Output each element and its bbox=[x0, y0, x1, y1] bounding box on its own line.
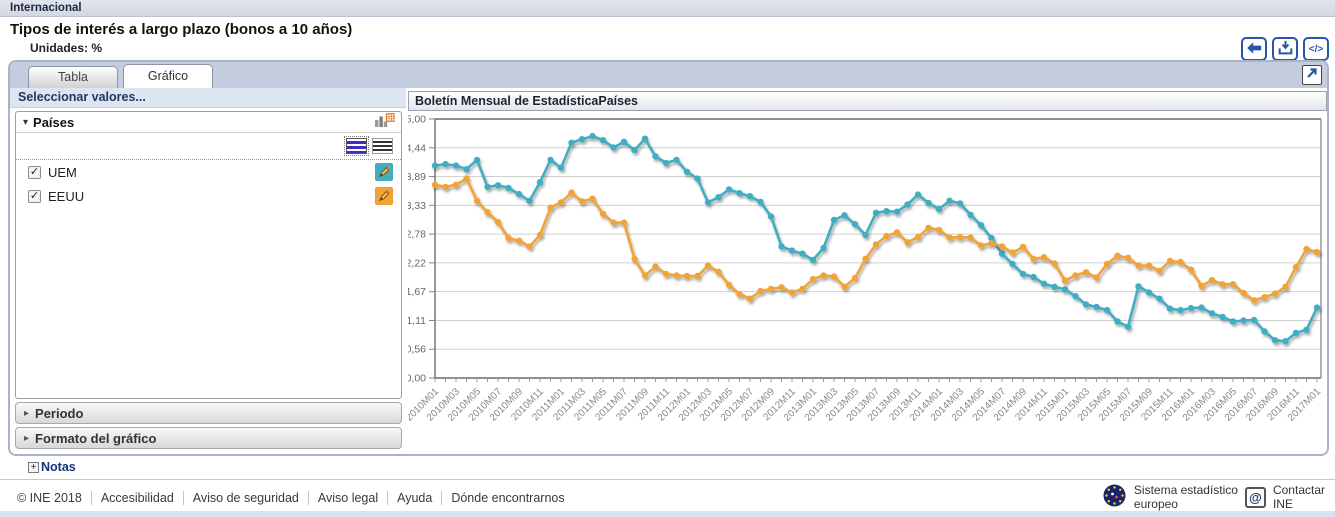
toolbar: </> bbox=[1241, 37, 1329, 61]
download-button[interactable] bbox=[1272, 37, 1298, 61]
tab-strip: Tabla Gráfico bbox=[10, 62, 1327, 88]
plus-expand-icon[interactable]: + bbox=[28, 461, 39, 473]
y-axis-tick-label: 1,67 bbox=[408, 286, 426, 298]
bottom-strip bbox=[0, 511, 1335, 517]
y-axis-tick-label: 3,33 bbox=[408, 200, 426, 212]
main-frame: Tabla Gráfico Seleccionar valores... ▾ P… bbox=[8, 60, 1329, 456]
series-eeuu bbox=[431, 175, 1321, 304]
contact-label[interactable]: Contactar INE bbox=[1272, 483, 1325, 511]
back-button[interactable] bbox=[1241, 37, 1267, 61]
section-paises: ▾ Países bbox=[15, 111, 402, 399]
back-icon bbox=[1246, 41, 1262, 58]
section-formato-label: Formato del gráfico bbox=[35, 430, 157, 446]
footer-right: Sistema estadístico europeo @ Contactar … bbox=[1102, 483, 1325, 513]
caret-right-icon: ▸ bbox=[24, 407, 30, 419]
units-label: Unidades: % bbox=[30, 41, 103, 55]
y-axis-tick-label: 2,22 bbox=[408, 257, 426, 269]
expand-button[interactable] bbox=[1302, 65, 1322, 85]
footer-link[interactable]: Ayuda bbox=[388, 490, 443, 505]
section-periodo-label: Periodo bbox=[35, 405, 84, 421]
y-axis-tick-label: 2,78 bbox=[408, 229, 426, 241]
breadcrumb-label: Internacional bbox=[10, 2, 82, 14]
section-paises-label: Países bbox=[33, 114, 75, 130]
edit-pencil-icon[interactable] bbox=[375, 187, 393, 205]
download-icon bbox=[1278, 40, 1293, 58]
page-title: Tipos de interés a largo plazo (bonos a … bbox=[10, 21, 353, 38]
section-formato[interactable]: ▸ Formato del gráfico bbox=[15, 427, 402, 449]
y-axis-tick-label: 4,44 bbox=[408, 142, 426, 154]
divider bbox=[16, 159, 401, 160]
footer-link[interactable]: Aviso legal bbox=[309, 490, 389, 505]
y-axis-tick-label: 3,89 bbox=[408, 171, 426, 183]
tab-tabla[interactable]: Tabla bbox=[28, 66, 118, 88]
footer-link[interactable]: Dónde encontrarnos bbox=[451, 490, 565, 505]
chart-columns-icon[interactable] bbox=[373, 113, 395, 131]
y-axis-tick-label: 0,00 bbox=[408, 373, 426, 385]
copyright-label: © INE 2018 bbox=[8, 490, 92, 505]
footer-links: © INE 2018 Accesibilidad Aviso de segurida… bbox=[8, 490, 574, 505]
list-view-selected-icon[interactable] bbox=[344, 136, 369, 156]
series-uem bbox=[431, 132, 1321, 345]
caret-down-icon: ▾ bbox=[23, 116, 29, 128]
esl-label[interactable]: Sistema estadístico europeo bbox=[1133, 483, 1238, 511]
footer: © INE 2018 Accesibilidad Aviso de segurida… bbox=[0, 479, 1335, 515]
expand-icon bbox=[1305, 66, 1319, 85]
section-periodo[interactable]: ▸ Periodo bbox=[15, 402, 402, 424]
y-axis-tick-label: 5,00 bbox=[408, 114, 426, 126]
checkbox[interactable]: ✓ bbox=[28, 165, 41, 179]
sidebar-header: Seleccionar valores... bbox=[10, 88, 406, 108]
sidebar: Seleccionar valores... ▾ Países bbox=[10, 88, 406, 454]
breadcrumb: Internacional bbox=[0, 0, 1335, 17]
y-axis-tick-label: 0,56 bbox=[408, 344, 426, 356]
tab-grafico[interactable]: Gráfico bbox=[123, 64, 213, 88]
caret-right-icon: ▸ bbox=[24, 432, 30, 444]
y-axis-tick-label: 1,11 bbox=[408, 315, 426, 327]
embed-code-button[interactable]: </> bbox=[1303, 37, 1329, 61]
footer-link[interactable]: Aviso de seguridad bbox=[184, 490, 309, 505]
list-item: ✓ UEM bbox=[16, 160, 401, 184]
european-statistical-system-logo bbox=[1102, 483, 1127, 513]
notes-row: + Notas bbox=[28, 460, 1335, 474]
line-chart: 5,00 4,44 3,89 3,33 2,78 2,22 1,67 1,11 0,56 0,00… bbox=[406, 114, 1323, 424]
chart-area: Boletín Mensual de EstadísticaPaíses 5,0… bbox=[406, 88, 1327, 454]
footer-link[interactable]: Accesibilidad bbox=[92, 490, 184, 505]
country-label: UEM bbox=[48, 164, 77, 180]
list-view-icon[interactable] bbox=[372, 138, 393, 154]
country-label: EEUU bbox=[48, 188, 85, 204]
chart-title: Boletín Mensual de EstadísticaPaíses bbox=[408, 91, 1327, 111]
embed-code-icon: </> bbox=[1308, 43, 1324, 55]
view-toggle-row bbox=[16, 133, 401, 159]
notes-label[interactable]: Notas bbox=[41, 460, 76, 474]
list-item: ✓ EEUU bbox=[16, 184, 401, 208]
contact-at-icon[interactable]: @ bbox=[1244, 487, 1266, 508]
checkbox[interactable]: ✓ bbox=[28, 189, 41, 203]
edit-pencil-icon[interactable] bbox=[375, 163, 393, 181]
section-paises-header[interactable]: ▾ Países bbox=[16, 112, 401, 133]
